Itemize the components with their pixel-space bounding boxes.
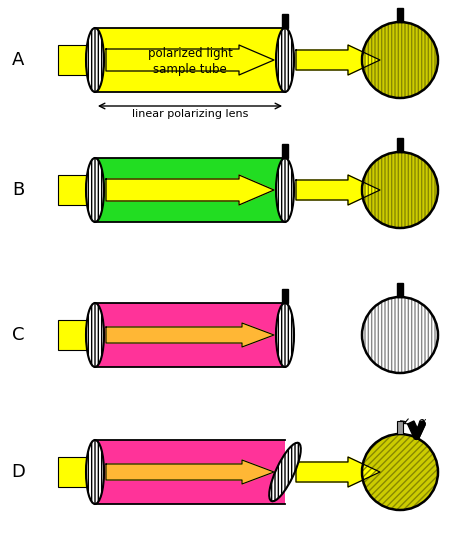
- Ellipse shape: [276, 158, 294, 222]
- Ellipse shape: [269, 443, 301, 501]
- Bar: [95, 158, 285, 222]
- Bar: [397, 283, 403, 297]
- Bar: [95, 28, 285, 92]
- Text: polarized light: polarized light: [148, 47, 232, 59]
- Circle shape: [362, 434, 438, 510]
- Bar: [95, 303, 285, 367]
- Bar: [397, 138, 403, 152]
- Bar: [58, 175, 88, 205]
- Polygon shape: [106, 45, 274, 75]
- Ellipse shape: [86, 158, 104, 222]
- Ellipse shape: [276, 303, 294, 367]
- Bar: [397, 8, 403, 22]
- Polygon shape: [296, 175, 380, 205]
- Bar: [58, 320, 88, 350]
- Circle shape: [362, 22, 438, 98]
- Polygon shape: [296, 457, 380, 487]
- Polygon shape: [106, 175, 274, 205]
- Text: $\alpha$: $\alpha$: [417, 415, 427, 428]
- Circle shape: [362, 297, 438, 373]
- Bar: [282, 14, 288, 28]
- Bar: [282, 289, 288, 303]
- Text: C: C: [12, 326, 24, 344]
- Text: sample tube: sample tube: [153, 63, 227, 76]
- Ellipse shape: [86, 303, 104, 367]
- Polygon shape: [106, 460, 274, 484]
- Text: linear polarizing lens: linear polarizing lens: [132, 109, 248, 119]
- Circle shape: [362, 152, 438, 228]
- Ellipse shape: [86, 28, 104, 92]
- Bar: [282, 144, 288, 158]
- Bar: [95, 440, 285, 504]
- Text: B: B: [12, 181, 24, 199]
- Text: A: A: [12, 51, 24, 69]
- Bar: [58, 45, 88, 75]
- Ellipse shape: [86, 440, 104, 504]
- Polygon shape: [296, 45, 380, 75]
- Bar: [397, 421, 403, 434]
- Polygon shape: [106, 323, 274, 347]
- Text: D: D: [11, 463, 25, 481]
- Bar: [58, 457, 88, 487]
- Bar: [408, 421, 420, 437]
- Ellipse shape: [276, 28, 294, 92]
